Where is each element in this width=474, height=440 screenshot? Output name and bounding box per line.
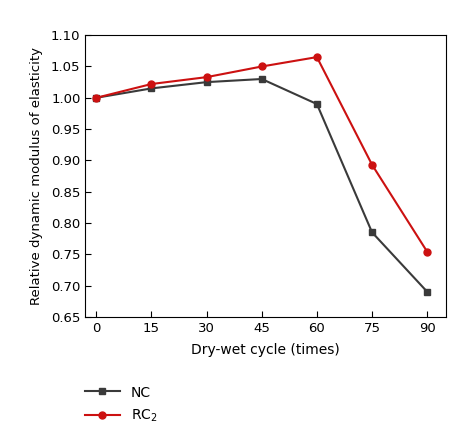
NC (93, 95, 99, 100)
NC (424, 289, 430, 294)
NC (259, 77, 264, 82)
Line: NC: NC (93, 76, 431, 295)
NC (149, 86, 155, 91)
NC (204, 80, 210, 85)
RC$_2$ (204, 74, 210, 80)
RC$_2$ (314, 55, 320, 60)
RC$_2$ (149, 81, 155, 87)
RC$_2$ (259, 64, 264, 69)
NC (314, 101, 320, 106)
Line: RC$_2$: RC$_2$ (93, 54, 431, 255)
RC$_2$ (93, 95, 99, 100)
NC (369, 230, 375, 235)
X-axis label: Dry-wet cycle (times): Dry-wet cycle (times) (191, 343, 340, 357)
RC$_2$ (424, 249, 430, 254)
Legend: NC, RC$_2$: NC, RC$_2$ (85, 386, 157, 425)
RC$_2$ (369, 162, 375, 167)
Y-axis label: Relative dynamic modulus of elasticity: Relative dynamic modulus of elasticity (30, 47, 43, 305)
